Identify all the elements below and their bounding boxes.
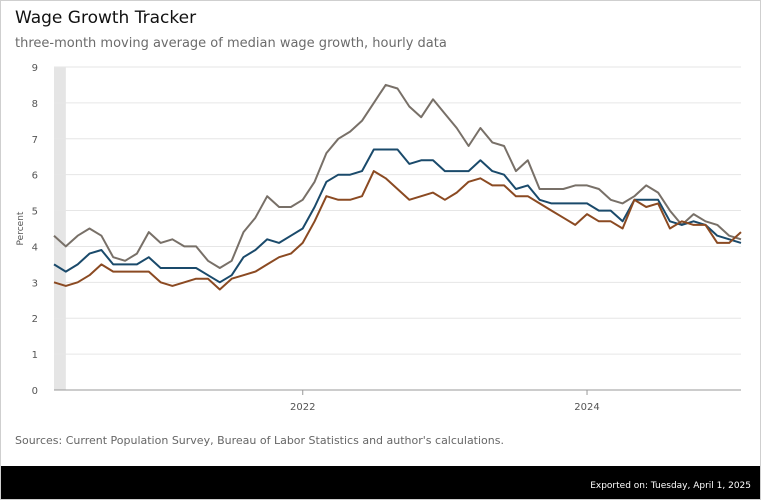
chart-title: Wage Growth Tracker [15, 8, 197, 28]
y-tick-label: 9 [32, 63, 38, 74]
y-tick-label: 6 [32, 171, 38, 182]
x-tick-label: 2024 [574, 402, 599, 413]
y-tick-label: 0 [32, 386, 38, 397]
chart-subtitle: three-month moving average of median wag… [15, 36, 447, 51]
y-tick-label: 5 [32, 207, 38, 218]
y-tick-label: 7 [32, 135, 38, 146]
y-tick-label: 4 [32, 242, 38, 253]
series-line-blue [53, 148, 742, 284]
source-note: Sources: Current Population Survey, Bure… [15, 434, 504, 447]
export-bar: Exported on: Tuesday, April 1, 2025 [1, 466, 760, 499]
series-line-gray [53, 83, 742, 269]
shaded-period-band [54, 67, 66, 390]
series-line-brown [53, 170, 742, 291]
y-tick-label: 3 [32, 278, 38, 289]
x-tick-label: 2022 [290, 402, 315, 413]
y-tick-label: 2 [32, 314, 38, 325]
y-tick-label: 8 [32, 99, 38, 110]
y-tick-label: 1 [32, 350, 38, 361]
y-axis-title: Percent [16, 211, 26, 245]
wage-growth-chart: 0 1 2 3 4 5 6 7 8 9 2022 2024 Percent [16, 63, 742, 413]
export-date: Exported on: Tuesday, April 1, 2025 [590, 481, 751, 491]
